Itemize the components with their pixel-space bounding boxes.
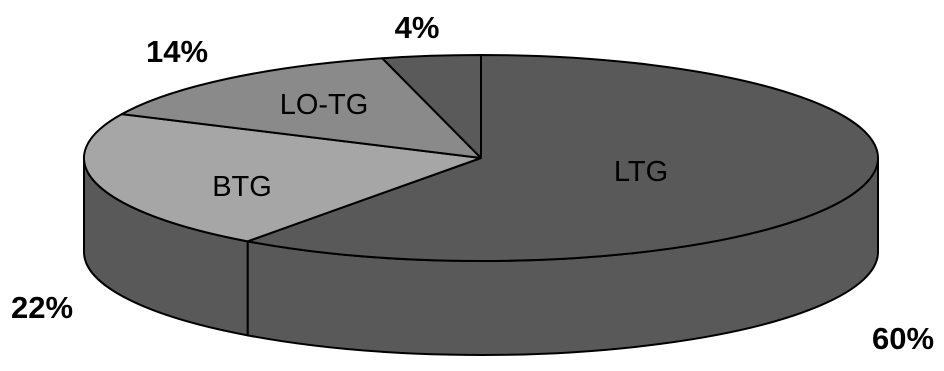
slice-label-btg: BTG [212, 171, 272, 203]
pie-top [83, 54, 879, 262]
pct-label-other: 4% [395, 10, 440, 45]
slice-label-lo-tg: LO-TG [280, 89, 369, 121]
pct-label-btg: 22% [11, 290, 73, 325]
slice-label-ltg: LTG [614, 156, 668, 188]
pie-slice-ltg [246, 54, 879, 262]
pie-slice-lo-tg [120, 57, 482, 159]
pct-label-ltg: 60% [872, 321, 934, 356]
pct-label-lo-tg: 14% [146, 34, 208, 69]
pie-slice-other [381, 54, 482, 159]
